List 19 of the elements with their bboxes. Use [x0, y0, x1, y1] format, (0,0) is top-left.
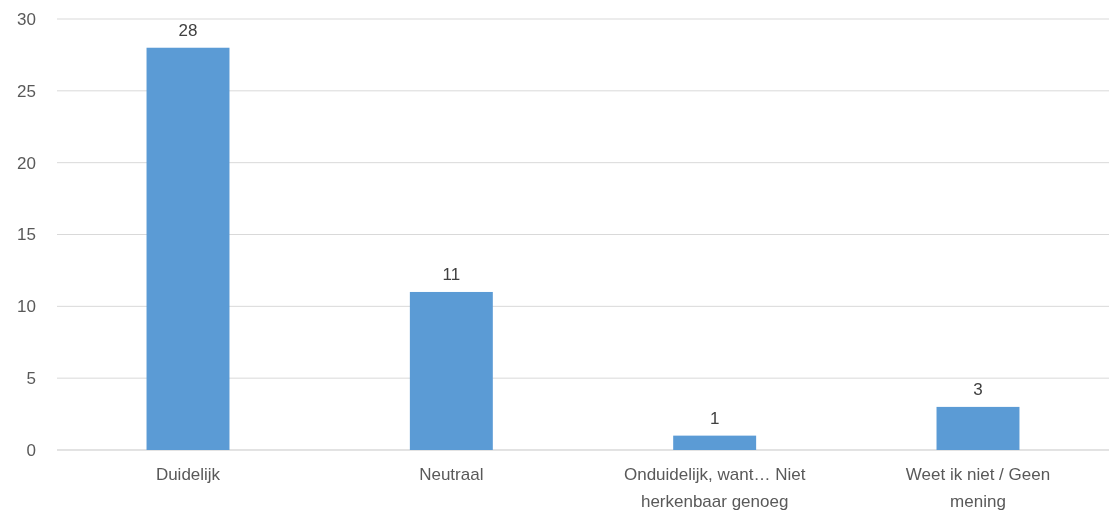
y-tick-label: 10 [17, 297, 36, 317]
y-tick-label: 5 [26, 369, 36, 389]
y-tick-label: 25 [17, 81, 36, 101]
data-label: 28 [178, 20, 198, 40]
y-tick-label: 30 [17, 9, 36, 29]
y-tick-label: 15 [17, 225, 36, 245]
data-label: 1 [709, 408, 720, 428]
y-tick-label: 20 [17, 153, 36, 173]
bar [146, 47, 230, 450]
data-label: 3 [973, 379, 983, 399]
x-tick-label: Weet ik niet / Geen mening [905, 465, 1051, 511]
x-tick-label: Neutraal [419, 465, 484, 484]
data-label: 11 [442, 264, 461, 284]
bar [673, 435, 757, 450]
y-tick-label: 0 [26, 440, 36, 460]
bar [409, 291, 493, 450]
x-tick-label: Onduidelijk, want… Niet herkenbaar genoeg [623, 465, 806, 511]
x-tick-label: Duidelijk [155, 465, 221, 484]
bar [936, 406, 1020, 450]
